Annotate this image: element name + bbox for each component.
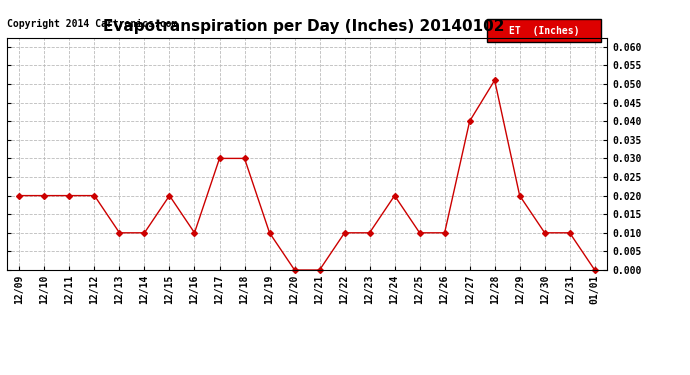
Text: Evapotranspiration per Day (Inches) 20140102: Evapotranspiration per Day (Inches) 2014… bbox=[103, 19, 504, 34]
Text: ET  (Inches): ET (Inches) bbox=[509, 26, 580, 36]
Bar bbox=[487, 19, 601, 42]
Text: Copyright 2014 Cartronics.com: Copyright 2014 Cartronics.com bbox=[7, 19, 177, 29]
